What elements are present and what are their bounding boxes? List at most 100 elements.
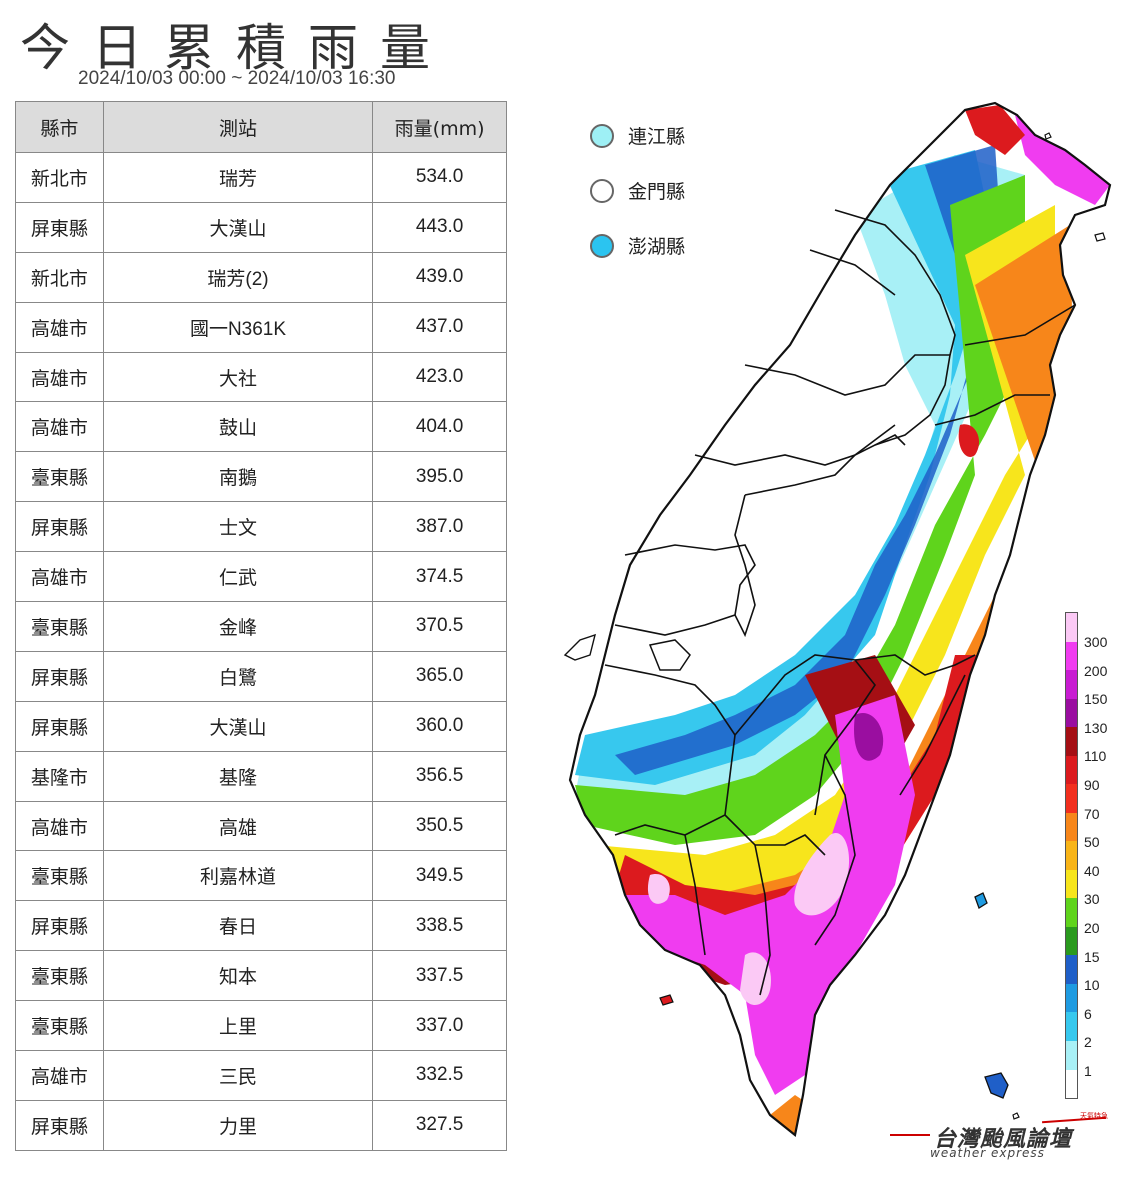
station-cell: 大漢山 <box>102 700 374 752</box>
county-cell: 新北市 <box>15 251 104 303</box>
colorbar-swatch <box>1066 955 1077 984</box>
table-row: 屏東縣 力里 327.5 <box>15 1099 507 1151</box>
rainfall-cell: 437.0 <box>372 301 507 353</box>
table-row: 基隆市 基隆 356.5 <box>15 750 507 802</box>
table-header-row: 縣市 測站 雨量(mm) <box>15 101 507 153</box>
station-cell: 力里 <box>102 1099 374 1151</box>
colorbar-swatch <box>1066 983 1077 1013</box>
table-row: 臺東縣 知本 337.5 <box>15 950 507 1002</box>
rainfall-cell: 423.0 <box>372 351 507 403</box>
colorbar-labels: 300 200 150 130 110 90 70 50 40 30 20 15 10 6 2 1 <box>1084 628 1107 1086</box>
county-cell: 基隆市 <box>15 750 104 802</box>
rainfall-cell: 534.0 <box>372 152 507 203</box>
station-cell: 士文 <box>102 501 374 553</box>
rainfall-cell: 439.0 <box>372 251 507 303</box>
colorbar-label: 30 <box>1084 891 1100 908</box>
county-cell: 屏東縣 <box>15 201 104 253</box>
station-cell: 國一N361K <box>102 301 374 353</box>
logo-accent-line <box>890 1134 930 1136</box>
logo-subtext: weather express <box>930 1146 1045 1160</box>
table-row: 臺東縣 南鵝 395.0 <box>15 451 507 503</box>
table-row: 屏東縣 大漢山 360.0 <box>15 700 507 752</box>
rainfall-cell: 404.0 <box>372 401 507 453</box>
page-title: 今日累積雨量 <box>20 19 452 77</box>
table-row: 屏東縣 大漢山 443.0 <box>15 201 507 253</box>
rainfall-cell: 349.5 <box>372 850 507 902</box>
table-row: 臺東縣 利嘉林道 349.5 <box>15 850 507 902</box>
rainfall-cell: 360.0 <box>372 700 507 752</box>
table-row: 高雄市 高雄 350.5 <box>15 800 507 852</box>
colorbar-swatch <box>1066 784 1077 813</box>
table-row: 屏東縣 春日 338.5 <box>15 900 507 952</box>
table-row: 新北市 瑞芳(2) 439.0 <box>15 251 507 303</box>
colorbar-label: 10 <box>1084 977 1100 994</box>
county-cell: 新北市 <box>15 152 104 203</box>
table-row: 高雄市 三民 332.5 <box>15 1050 507 1101</box>
rainfall-cell: 337.5 <box>372 950 507 1002</box>
colorbar-label: 150 <box>1084 691 1108 708</box>
colorbar-swatch <box>1066 670 1077 699</box>
colorbar-label: 130 <box>1084 719 1108 736</box>
rainfall-table: 縣市 測站 雨量(mm) 新北市 瑞芳 534.0 屏東縣 大漢山 443.0 新北市 瑞芳(… <box>15 101 507 1151</box>
rainfall-cell: 374.5 <box>372 551 507 603</box>
station-cell: 瑞芳 <box>102 152 374 203</box>
station-cell: 基隆 <box>102 750 374 802</box>
colorbar-swatch <box>1066 898 1077 927</box>
colorbar-label: 200 <box>1084 662 1108 679</box>
colorbar-swatch <box>1066 812 1077 842</box>
colorbar-label: 110 <box>1084 748 1107 765</box>
colorbar-swatch <box>1066 1012 1077 1041</box>
county-cell: 高雄市 <box>15 1050 104 1101</box>
colorbar-label: 20 <box>1084 919 1100 936</box>
rainfall-cell: 350.5 <box>372 800 507 852</box>
colorbar-label: 1 <box>1084 1062 1092 1079</box>
station-cell: 上里 <box>102 1000 374 1052</box>
colorbar-swatch <box>1066 1069 1077 1099</box>
station-cell: 南鵝 <box>102 451 374 503</box>
rainfall-cell: 338.5 <box>372 900 507 952</box>
station-cell: 鼓山 <box>102 401 374 453</box>
station-cell: 知本 <box>102 950 374 1002</box>
county-cell: 高雄市 <box>15 301 104 353</box>
colorbar-swatch <box>1066 613 1077 642</box>
county-cell: 臺東縣 <box>15 451 104 503</box>
colorbar-swatch <box>1066 698 1077 728</box>
county-cell: 屏東縣 <box>15 501 104 553</box>
rainfall-cell: 443.0 <box>372 201 507 253</box>
logo-text: 台灣颱風論壇 <box>934 1127 1073 1152</box>
kinmen-dot <box>590 178 614 203</box>
colorbar-label: 2 <box>1084 1034 1092 1051</box>
table-row: 臺東縣 金峰 370.5 <box>15 601 507 652</box>
table-row: 高雄市 鼓山 404.0 <box>15 401 507 453</box>
colorbar-swatch <box>1066 869 1077 899</box>
county-cell: 屏東縣 <box>15 1099 104 1151</box>
table-row: 屏東縣 白鷺 365.0 <box>15 650 507 702</box>
colorbar-label: 50 <box>1084 834 1100 851</box>
rainfall-cell: 395.0 <box>372 451 507 503</box>
colorbar-swatch <box>1066 641 1077 671</box>
county-cell: 臺東縣 <box>15 850 104 902</box>
header-station: 測站 <box>102 101 374 153</box>
station-cell: 瑞芳(2) <box>102 251 374 303</box>
colorbar-swatch <box>1066 1040 1077 1070</box>
island-item-kinmen: 金門縣 <box>590 163 685 218</box>
table-row: 臺東縣 上里 337.0 <box>15 1000 507 1052</box>
colorbar-swatch <box>1066 727 1077 756</box>
header-county: 縣市 <box>15 101 104 153</box>
table-row: 高雄市 大社 423.0 <box>15 351 507 403</box>
island-item-lienchiang: 連江縣 <box>590 108 685 163</box>
rainfall-colorbar <box>1065 612 1078 1099</box>
colorbar-swatch <box>1066 926 1077 956</box>
station-cell: 金峰 <box>102 601 374 652</box>
station-cell: 白鷺 <box>102 650 374 702</box>
county-cell: 臺東縣 <box>15 950 104 1002</box>
colorbar-label: 15 <box>1084 948 1100 965</box>
county-cell: 屏東縣 <box>15 700 104 752</box>
rainfall-cell: 332.5 <box>372 1050 507 1101</box>
header-rainfall: 雨量(mm) <box>372 101 507 153</box>
taiwan-rainfall-map <box>563 101 1112 1137</box>
colorbar-label: 40 <box>1084 862 1100 879</box>
time-period: 2024/10/03 00:00 ~ 2024/10/03 16:30 <box>78 68 396 89</box>
colorbar-swatch <box>1066 755 1077 785</box>
station-cell: 大社 <box>102 351 374 403</box>
